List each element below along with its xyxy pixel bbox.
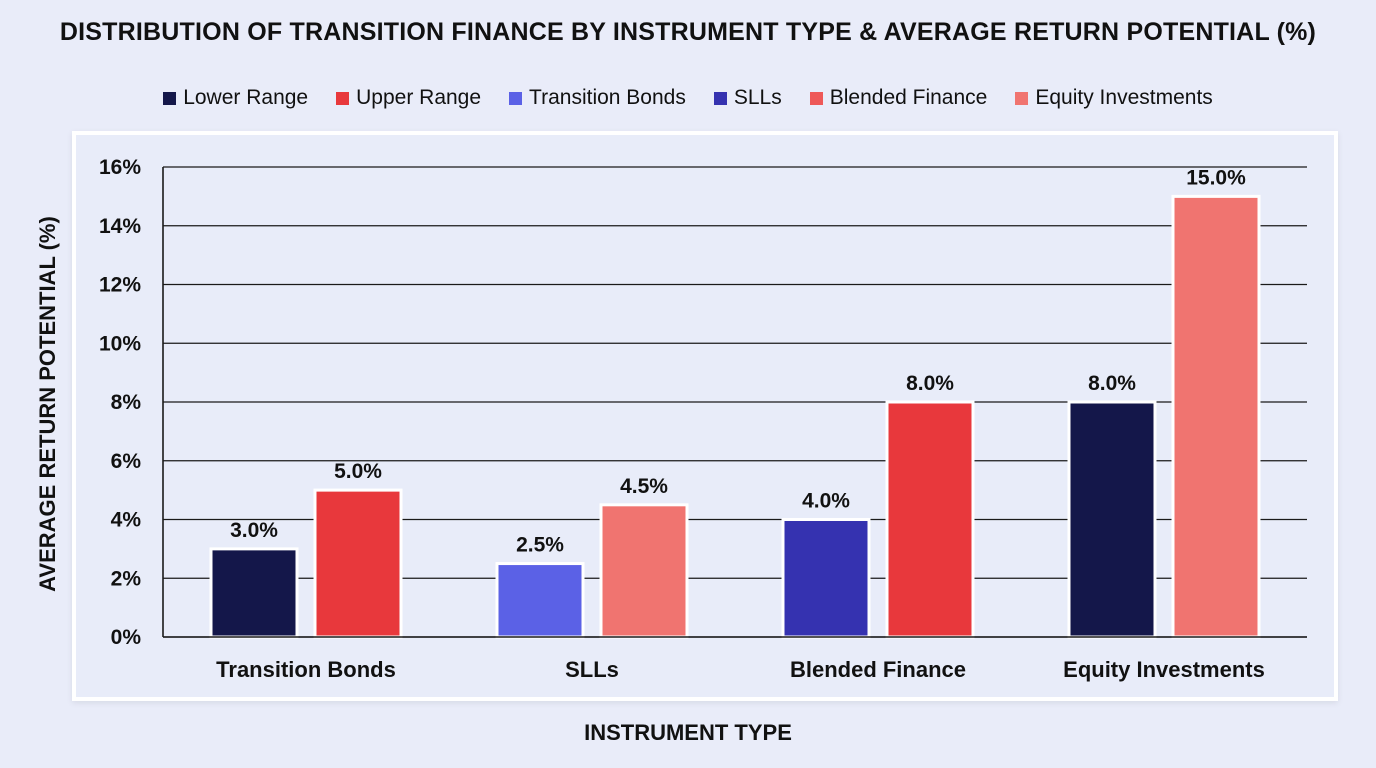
y-tick-label: 6%: [111, 450, 142, 473]
bar: [885, 400, 975, 639]
bar-value-label: 15.0%: [1186, 166, 1246, 189]
bar-value-label: 8.0%: [906, 372, 954, 395]
legend-label: Transition Bonds: [529, 86, 686, 109]
bar: [313, 488, 403, 639]
bar-value-label: 4.0%: [802, 490, 850, 513]
x-tick-label: Transition Bonds: [216, 657, 396, 682]
y-tick-label: 2%: [111, 567, 142, 590]
legend-item: Transition Bonds: [509, 86, 686, 110]
y-tick-label: 4%: [111, 509, 142, 532]
bar: [781, 518, 871, 639]
chart-title: DISTRIBUTION OF TRANSITION FINANCE BY IN…: [59, 18, 1317, 46]
legend-swatch: [509, 91, 523, 105]
x-axis-label: INSTRUMENT TYPE: [584, 720, 792, 745]
legend-label: Blended Finance: [829, 86, 988, 109]
legend-item: Equity Investments: [1015, 86, 1213, 110]
y-tick-label: 16%: [99, 156, 141, 179]
chart-legend: Lower Range Upper Range Transition Bonds SL…: [0, 86, 1376, 110]
y-tick-label: 12%: [99, 274, 141, 297]
legend-label: SLLs: [733, 86, 782, 109]
legend-label: Equity Investments: [1035, 86, 1213, 109]
legend-item: SLLs: [713, 86, 782, 110]
legend-item: Lower Range: [163, 86, 308, 110]
x-tick-label: Blended Finance: [790, 657, 966, 682]
bar: [599, 503, 689, 639]
bar-value-label: 4.5%: [620, 475, 668, 498]
bar: [1067, 400, 1157, 639]
y-axis-label: AVERAGE RETURN POTENTIAL (%): [35, 216, 60, 592]
y-tick-label: 0%: [111, 626, 142, 649]
bar: [1171, 194, 1261, 639]
legend-label: Lower Range: [183, 86, 309, 109]
bar: [495, 562, 585, 639]
x-tick-label: Equity Investments: [1063, 657, 1265, 682]
legend-swatch: [1015, 91, 1029, 105]
x-tick-label: SLLs: [565, 657, 619, 682]
bar: [209, 547, 299, 639]
legend-label: Upper Range: [356, 86, 482, 109]
bar-value-label: 3.0%: [230, 519, 278, 542]
y-tick-label: 14%: [99, 215, 141, 238]
bar-value-label: 5.0%: [334, 460, 382, 483]
legend-item: Upper Range: [336, 86, 481, 110]
bar-value-label: 8.0%: [1088, 372, 1136, 395]
legend-swatch: [163, 91, 177, 105]
bar-value-label: 2.5%: [516, 534, 564, 557]
y-tick-label: 8%: [111, 391, 142, 414]
y-tick-label: 10%: [99, 332, 141, 355]
legend-swatch: [336, 91, 350, 105]
legend-item: Blended Finance: [809, 86, 988, 110]
legend-swatch: [809, 91, 823, 105]
legend-swatch: [713, 91, 727, 105]
